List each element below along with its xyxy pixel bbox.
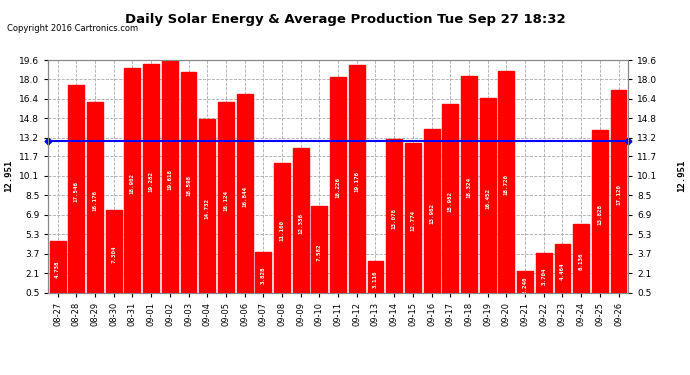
Text: 16.452: 16.452 [485, 188, 490, 209]
Text: 19.282: 19.282 [148, 171, 154, 192]
Bar [144, 64, 159, 298]
Text: 19.618: 19.618 [168, 169, 172, 190]
Text: 6.136: 6.136 [579, 252, 584, 270]
Text: 19.176: 19.176 [354, 171, 359, 192]
Text: 7.304: 7.304 [111, 245, 116, 263]
Bar [181, 72, 197, 298]
Bar [68, 85, 84, 298]
Bar [162, 60, 178, 298]
Bar [517, 272, 533, 298]
Text: 4.738: 4.738 [55, 261, 60, 279]
Text: 4.464: 4.464 [560, 262, 565, 280]
Text: 13.828: 13.828 [598, 204, 602, 225]
Bar [87, 102, 103, 298]
Bar [424, 129, 440, 298]
Text: 3.704: 3.704 [541, 267, 546, 285]
Text: 18.598: 18.598 [186, 175, 191, 196]
Bar [592, 130, 608, 298]
Bar [536, 254, 552, 298]
Text: Daily Solar Energy & Average Production Tue Sep 27 18:32: Daily Solar Energy & Average Production … [125, 13, 565, 26]
Bar [330, 77, 346, 298]
Bar [255, 252, 271, 298]
Bar [555, 244, 571, 298]
Text: 12.951: 12.951 [3, 160, 13, 192]
Text: 18.720: 18.720 [504, 174, 509, 195]
Bar [611, 90, 627, 298]
Bar [50, 241, 66, 298]
Text: 18.902: 18.902 [130, 173, 135, 194]
Text: 7.582: 7.582 [317, 244, 322, 261]
Text: Copyright 2016 Cartronics.com: Copyright 2016 Cartronics.com [7, 24, 138, 33]
Bar [461, 75, 477, 298]
Bar [293, 148, 308, 298]
Text: 17.546: 17.546 [74, 181, 79, 202]
Text: 13.078: 13.078 [392, 209, 397, 230]
Text: 3.828: 3.828 [261, 267, 266, 284]
Text: 18.324: 18.324 [466, 177, 471, 198]
Bar [311, 206, 327, 298]
Text: 2.240: 2.240 [522, 276, 528, 294]
Text: 16.844: 16.844 [242, 186, 247, 207]
Bar [349, 65, 365, 298]
Text: 16.124: 16.124 [224, 190, 228, 211]
Bar [442, 104, 458, 298]
Text: 3.116: 3.116 [373, 271, 378, 288]
Text: 14.732: 14.732 [205, 198, 210, 219]
Bar [124, 69, 140, 298]
Text: 17.120: 17.120 [616, 184, 621, 205]
Text: 12.774: 12.774 [411, 210, 415, 231]
Text: 15.982: 15.982 [448, 191, 453, 212]
Bar [274, 163, 290, 298]
Bar [106, 210, 121, 298]
Bar [405, 143, 421, 298]
Text: 12.336: 12.336 [298, 213, 303, 234]
Bar [199, 119, 215, 298]
Bar [386, 140, 402, 298]
Bar [237, 93, 253, 298]
Bar [480, 98, 495, 298]
Bar [498, 71, 514, 298]
Text: 13.962: 13.962 [429, 203, 434, 224]
Bar [218, 102, 234, 298]
Bar [368, 261, 384, 299]
Text: 12.951: 12.951 [677, 160, 687, 192]
Text: 11.160: 11.160 [279, 220, 284, 241]
Text: 16.176: 16.176 [92, 190, 97, 211]
Bar [573, 224, 589, 298]
Text: 18.226: 18.226 [335, 177, 341, 198]
